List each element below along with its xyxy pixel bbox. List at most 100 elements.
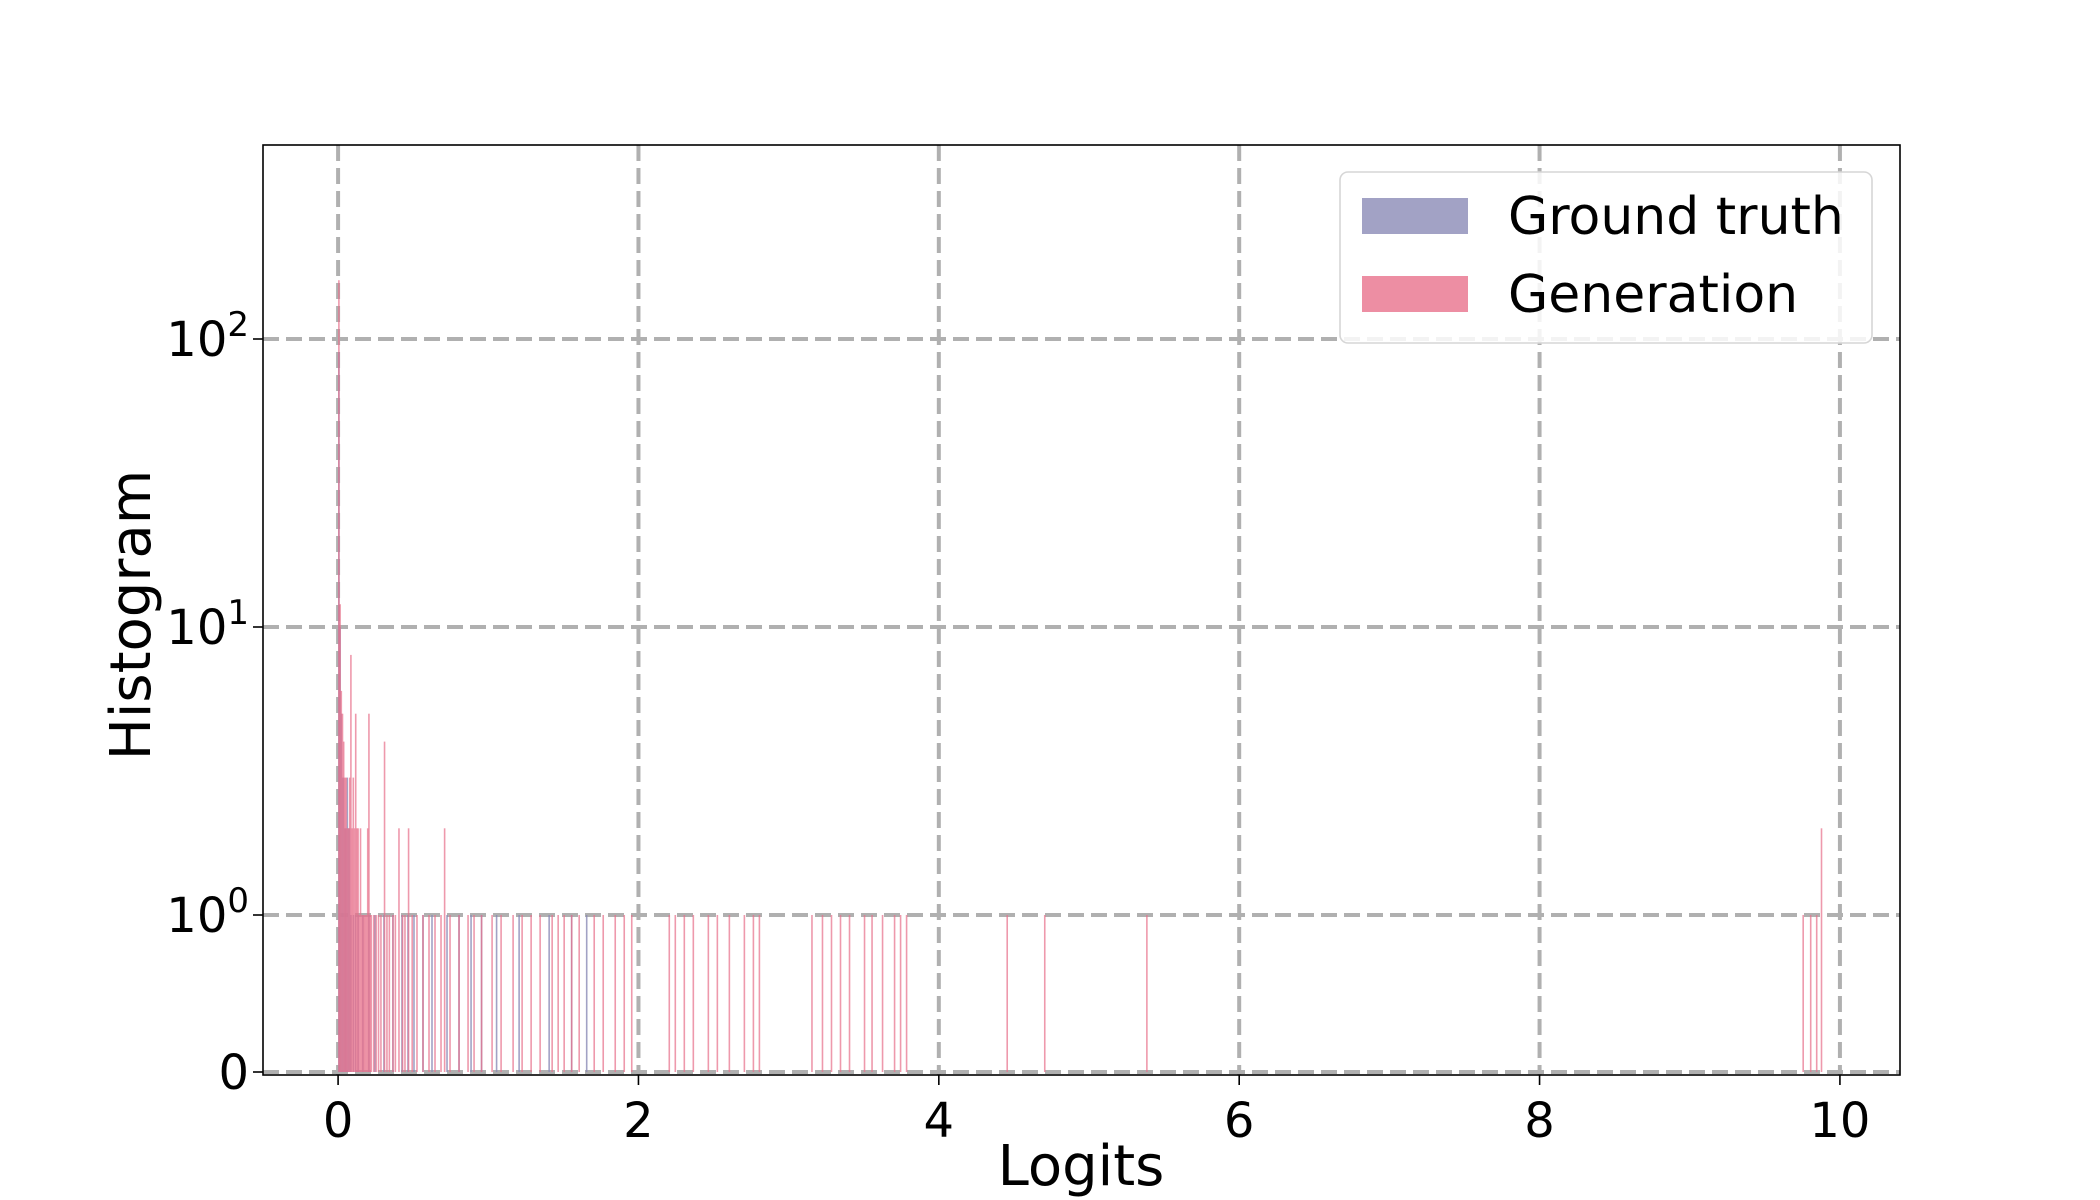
ground-truth-bar-30 [548, 915, 550, 1072]
generation-bar-9 [348, 777, 351, 1072]
generation-bar-29 [375, 915, 377, 1072]
generation-bar-91 [1043, 915, 1046, 1072]
generation-bar-11 [351, 828, 353, 1072]
ground-truth-bar-32 [585, 915, 588, 1072]
generation-bar-96 [1820, 828, 1823, 1072]
y-tick-label-0: 0 [218, 1045, 249, 1101]
ground-truth-bar-23 [431, 915, 433, 1072]
generation-bar-88 [899, 915, 902, 1072]
generation-bar-64 [593, 915, 596, 1072]
generation-bar-83 [848, 915, 851, 1072]
generation-bar-54 [500, 915, 502, 1072]
ground-truth-bar-28 [495, 915, 498, 1072]
generation-bar-68 [630, 915, 633, 1072]
legend-swatch-ground-truth [1362, 198, 1468, 234]
generation-bar-22 [364, 915, 367, 1072]
generation-bar-19 [360, 915, 363, 1072]
generation-bar-27 [370, 915, 373, 1072]
generation-bar-36 [394, 915, 397, 1072]
generation-bar-2 [340, 690, 343, 1072]
generation-bar-77 [752, 915, 755, 1072]
generation-bar-12 [352, 777, 355, 1072]
ground-truth-bar-24 [446, 915, 448, 1072]
generation-bar-31 [380, 915, 382, 1072]
generation-bar-67 [623, 915, 626, 1072]
generation-bar-13 [353, 828, 356, 1072]
generation-bar-1 [339, 604, 341, 1072]
generation-bar-44 [428, 915, 430, 1072]
legend-label-ground-truth: Ground truth [1508, 187, 1844, 247]
y-tick-label-1: 100 [166, 881, 249, 944]
generation-bar-72 [692, 915, 695, 1072]
generation-bar-43 [422, 915, 424, 1072]
generation-bar-48 [449, 915, 451, 1072]
generation-bar-42 [416, 915, 418, 1072]
x-tick-label-0: 0 [323, 1093, 354, 1149]
x-axis-ticks: 0 2 4 6 8 10 [323, 1075, 1870, 1149]
generation-bar-78 [758, 915, 761, 1072]
generation-bar-32 [383, 741, 386, 1072]
generation-bar-56 [521, 915, 523, 1072]
generation-bar-89 [905, 915, 908, 1072]
generation-bar-80 [821, 915, 824, 1072]
generation-bar-18 [359, 828, 362, 1072]
generation-bar-76 [743, 915, 746, 1072]
generation-bar-51 [473, 915, 475, 1072]
generation-bar-82 [839, 915, 842, 1072]
generation-bar-69 [668, 915, 671, 1072]
generation-bar-25 [368, 713, 370, 1072]
generation-bar-60 [557, 915, 559, 1072]
generation-bar-59 [551, 915, 553, 1072]
generation-bar-62 [570, 915, 573, 1072]
generation-bar-50 [467, 915, 469, 1072]
generation-bar-24 [366, 828, 369, 1072]
generation-bar-94 [1809, 915, 1812, 1072]
generation-bar-79 [811, 915, 813, 1072]
generation-bar-66 [614, 915, 617, 1072]
y-tick-label-3: 102 [166, 305, 249, 368]
legend-swatch-generation [1362, 276, 1468, 312]
generation-bar-21 [363, 915, 365, 1072]
generation-bar-17 [358, 915, 361, 1072]
generation-bar-10 [350, 654, 352, 1072]
generation-bar-73 [707, 915, 710, 1072]
generation-bar-63 [578, 915, 580, 1072]
y-axis-label: Histogram [99, 470, 164, 761]
generation-bar-85 [871, 915, 873, 1072]
generation-bar-4 [342, 741, 345, 1072]
generation-bar-92 [1146, 915, 1148, 1072]
generation-bar-35 [392, 915, 394, 1072]
generation-bar-47 [443, 828, 446, 1072]
plot-frame [262, 144, 1901, 1076]
legend-label-generation: Generation [1508, 265, 1798, 325]
x-axis-label: Logits [998, 1134, 1165, 1199]
generation-bar-87 [893, 915, 896, 1072]
legend: Ground truth Generation [1339, 171, 1873, 344]
generation-bar-95 [1815, 915, 1818, 1072]
generation-bar-53 [491, 915, 493, 1072]
generation-bar-93 [1802, 915, 1804, 1072]
generation-bar-16 [357, 828, 359, 1072]
generation-bar-20 [362, 915, 364, 1072]
x-tick-label-1: 2 [623, 1093, 654, 1149]
x-tick-label-5: 10 [1809, 1093, 1870, 1149]
generation-bar-38 [401, 915, 404, 1072]
generation-bars [338, 280, 1823, 1072]
generation-bar-71 [683, 915, 686, 1072]
generation-bar-84 [863, 915, 866, 1072]
generation-bar-55 [512, 915, 514, 1072]
generation-bar-3 [341, 713, 344, 1072]
ground-truth-bar-21 [413, 915, 415, 1072]
generation-bar-30 [377, 915, 380, 1072]
generation-bar-74 [716, 915, 719, 1072]
generation-bar-0 [338, 280, 340, 1072]
generation-bar-86 [881, 915, 884, 1072]
generation-bar-33 [386, 915, 388, 1072]
generation-bar-37 [398, 828, 400, 1072]
generation-bar-14 [354, 713, 357, 1072]
generation-bar-23 [365, 915, 368, 1072]
generation-bar-45 [434, 915, 436, 1072]
generation-bar-34 [388, 915, 391, 1072]
y-axis-ticks: 0 100 101 102 [166, 305, 263, 1101]
generation-bar-26 [369, 915, 371, 1072]
